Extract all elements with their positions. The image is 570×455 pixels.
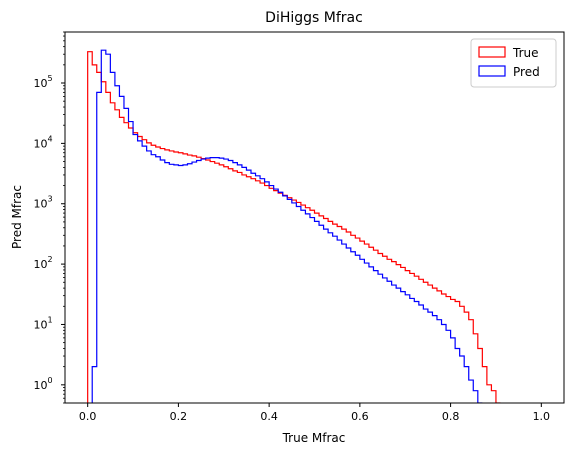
y-axis-label: Pred Mfrac [10, 185, 24, 249]
plot-series-group [87, 49, 501, 403]
x-tick-label: 0.4 [260, 410, 278, 423]
x-tick-label: 0.0 [79, 410, 97, 423]
legend-label-true: True [512, 46, 539, 60]
x-tick-label: 0.8 [442, 410, 460, 423]
x-tick-label: 1.0 [533, 410, 551, 423]
y-axis: 100 101 102 103 104 105 [33, 31, 65, 404]
legend-swatch-true [478, 46, 506, 58]
x-axis: 0.0 0.2 0.4 0.6 0.8 1.0 [79, 403, 550, 423]
y-tick-label: 101 [33, 315, 52, 331]
legend-frame [470, 38, 557, 88]
legend: True Pred [470, 38, 557, 88]
series-pred-step [91, 49, 483, 403]
legend-swatch-pred [478, 65, 506, 77]
y-tick-label: 105 [33, 74, 52, 90]
series-true-step [87, 51, 501, 403]
chart-title: DiHiggs Mfrac [265, 10, 363, 26]
x-axis-label: True Mfrac [282, 431, 346, 445]
x-tick-label: 0.6 [351, 410, 369, 423]
x-tick-label: 0.2 [170, 410, 188, 423]
y-tick-label: 102 [33, 255, 52, 271]
y-tick-label: 104 [33, 134, 52, 150]
y-tick-label: 100 [33, 376, 52, 392]
legend-label-pred: Pred [513, 65, 540, 79]
y-tick-label: 103 [33, 195, 52, 211]
